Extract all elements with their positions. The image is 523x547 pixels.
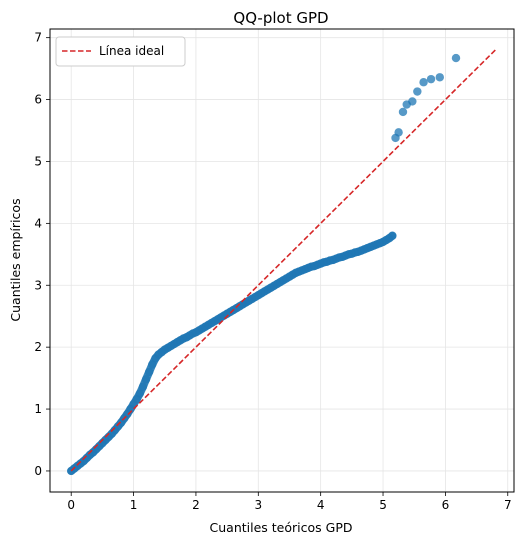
data-point: [141, 375, 151, 384]
grid: [50, 29, 514, 492]
x-tick-label: 1: [130, 498, 138, 512]
data-point: [148, 360, 157, 369]
data-point: [451, 53, 461, 63]
x-tick-label: 5: [379, 498, 387, 512]
data-point: [135, 389, 145, 398]
data-point: [144, 367, 154, 377]
x-tick-label: 3: [254, 498, 262, 512]
data-point: [435, 73, 444, 82]
x-tick-label: 4: [317, 498, 325, 512]
x-tick-label: 0: [67, 498, 75, 512]
x-tick-label: 2: [192, 498, 200, 512]
y-tick-label: 2: [34, 340, 42, 354]
legend-box: [55, 36, 186, 67]
y-tick-label: 0: [34, 464, 42, 478]
data-point: [394, 128, 403, 137]
data-point: [413, 87, 422, 96]
data-point: [388, 231, 397, 240]
chart-title: QQ-plot GPD: [233, 9, 328, 27]
ideal-line: [70, 49, 496, 472]
y-tick-label: 3: [34, 278, 42, 292]
data-point: [398, 107, 408, 117]
x-tick-label: 7: [504, 498, 512, 512]
axis-ticks: 0 1 2 3 4 5 6 7 0 1 2 3 4 5 6 7: [34, 31, 511, 512]
legend-label: Línea ideal: [99, 44, 164, 58]
x-axis-title: Cuantiles teóricos GPD: [210, 520, 353, 535]
x-tick-label: 6: [442, 498, 450, 512]
y-tick-label: 4: [34, 216, 42, 230]
legend: Línea ideal: [55, 36, 186, 67]
y-tick-label: 7: [34, 31, 42, 45]
y-tick-label: 5: [34, 154, 42, 168]
reference-line: [70, 49, 496, 472]
data-point: [408, 97, 417, 106]
data-point: [138, 382, 148, 391]
y-tick-label: 6: [34, 93, 42, 107]
y-axis-title: Cuantiles empíricos: [8, 198, 23, 321]
data-point: [426, 74, 436, 84]
plot-area-frame: [49, 28, 515, 493]
y-tick-label: 1: [34, 402, 42, 416]
data-point: [419, 78, 428, 87]
